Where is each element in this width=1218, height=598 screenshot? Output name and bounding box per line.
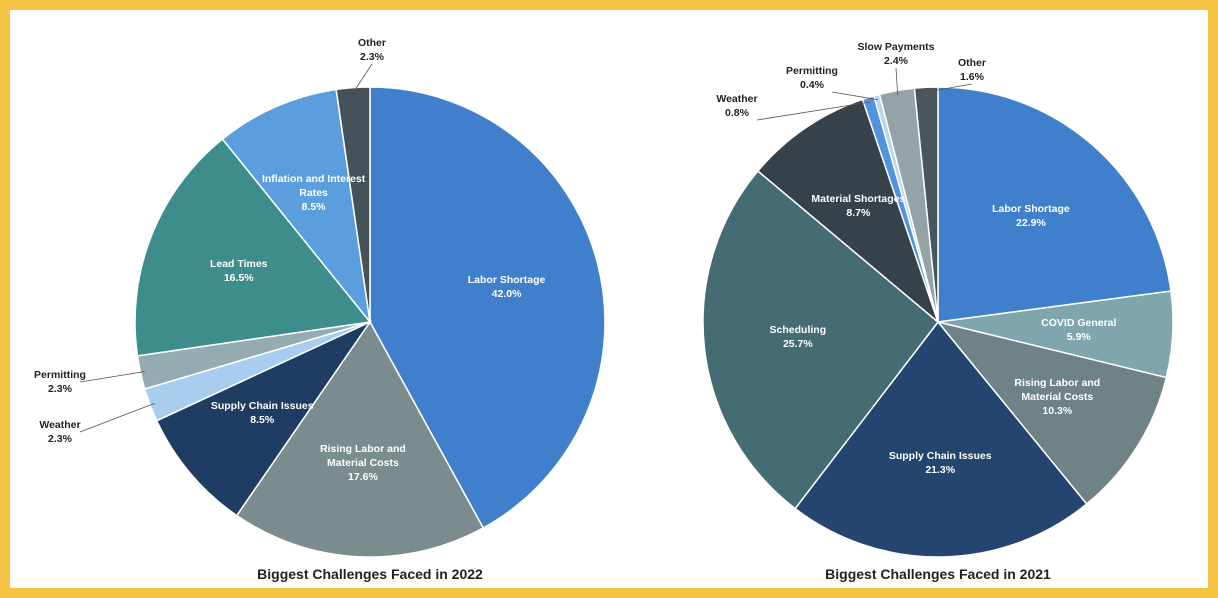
slice-value: 10.3%: [1042, 405, 1073, 418]
pie-slice: [702, 170, 940, 510]
slice-value: 0.8%: [725, 107, 749, 119]
leader-line: [756, 101, 870, 121]
slice-value: 8.5%: [301, 200, 326, 213]
slice-label: Other 1.6%: [917, 56, 1027, 84]
slice-label: Rising Labor and Material Costs 17.6%: [308, 442, 418, 484]
slice-category: Permitting: [34, 369, 86, 381]
slice-category: Supply Chain Issues: [888, 449, 992, 462]
slice-category: COVID General: [1041, 316, 1117, 329]
slice-value: 5.9%: [1066, 330, 1091, 343]
slice-value: 21.3%: [925, 463, 956, 476]
slice-label: Supply Chain Issues 21.3%: [885, 449, 995, 477]
slice-label: Other 2.3%: [317, 36, 427, 64]
pie-slice: [937, 86, 1172, 323]
slice-value: 2.4%: [884, 55, 908, 67]
pie-slice: [794, 320, 1088, 558]
slice-label: Labor Shortage 22.9%: [976, 202, 1086, 230]
pie-slice: [756, 98, 940, 325]
slice-category: Lead Times: [209, 257, 268, 270]
slice-label: COVID General 5.9%: [1024, 316, 1134, 344]
slice-category: Labor Shortage: [467, 273, 546, 286]
pie-slice: [369, 86, 606, 529]
pie-slice: [335, 86, 371, 323]
slice-value: 2.3%: [48, 433, 72, 445]
slice-label: Rising Labor and Material Costs 10.3%: [1002, 376, 1112, 418]
slice-label: Permitting 2.3%: [5, 368, 115, 396]
leader-line: [831, 91, 878, 101]
slice-value: 2.3%: [48, 383, 72, 395]
chart-title: Biggest Challenges Faced in 2022: [257, 566, 483, 582]
slice-category: Rising Labor and Material Costs: [320, 442, 406, 469]
slice-category: Scheduling: [769, 324, 827, 337]
slice-value: 22.9%: [1016, 216, 1046, 229]
slice-label: Slow Payments 2.4%: [841, 40, 951, 68]
slice-value: 16.5%: [223, 271, 254, 284]
slice-label: Inflation and Interest Rates 8.5%: [259, 172, 369, 214]
leader-line: [926, 83, 973, 93]
slice-category: Inflation and Interest Rates: [261, 172, 366, 199]
chart-title: Biggest Challenges Faced in 2021: [825, 566, 1051, 582]
panel: Labor Shortage 42.0% Rising Labor and Mate…: [10, 10, 1208, 588]
slice-label: Labor Shortage 42.0%: [452, 273, 562, 301]
pie-slice: [155, 320, 373, 517]
slice-label: Weather 2.3%: [5, 418, 115, 446]
pie-slice: [134, 138, 372, 357]
charts: [79, 63, 1174, 558]
slice-value: 8.7%: [846, 206, 871, 219]
slice-label: Weather 0.8%: [682, 92, 792, 120]
slice-category: Other: [957, 57, 986, 69]
slice-value: 1.6%: [960, 71, 984, 83]
slice-value: 0.4%: [800, 79, 824, 91]
slice-label: Material Shortages 8.7%: [803, 192, 913, 220]
slice-label: Scheduling 25.7%: [743, 323, 853, 351]
slice-category: Rising Labor and Material Costs: [1014, 377, 1101, 404]
slice-category: Slow Payments: [857, 41, 935, 53]
slice-value: 8.5%: [250, 413, 275, 426]
slice-category: Material Shortages: [811, 192, 906, 205]
pie-slice: [936, 320, 1168, 506]
slice-label: Supply Chain Issues 8.5%: [207, 399, 317, 427]
slice-category: Other: [357, 37, 386, 49]
pie-slice: [913, 86, 939, 323]
slice-value: 25.7%: [782, 338, 813, 351]
leader-line: [79, 403, 155, 433]
slice-value: 17.6%: [348, 470, 378, 483]
pie-slice: [221, 88, 372, 325]
slice-value: 2.3%: [360, 51, 384, 63]
leader-line: [895, 67, 899, 96]
slice-label: Lead Times 16.5%: [184, 257, 294, 285]
slice-category: Weather: [716, 93, 758, 105]
slice-label: Permitting 0.4%: [757, 64, 867, 92]
slice-value: 42.0%: [491, 287, 522, 300]
slice-category: Labor Shortage: [992, 202, 1070, 215]
leader-line: [353, 63, 373, 93]
slice-category: Weather: [39, 419, 81, 431]
slice-category: Supply Chain Issues: [210, 399, 314, 412]
pie-slice: [235, 320, 485, 558]
leader-line: [79, 371, 146, 383]
slice-category: Permitting: [786, 65, 838, 77]
